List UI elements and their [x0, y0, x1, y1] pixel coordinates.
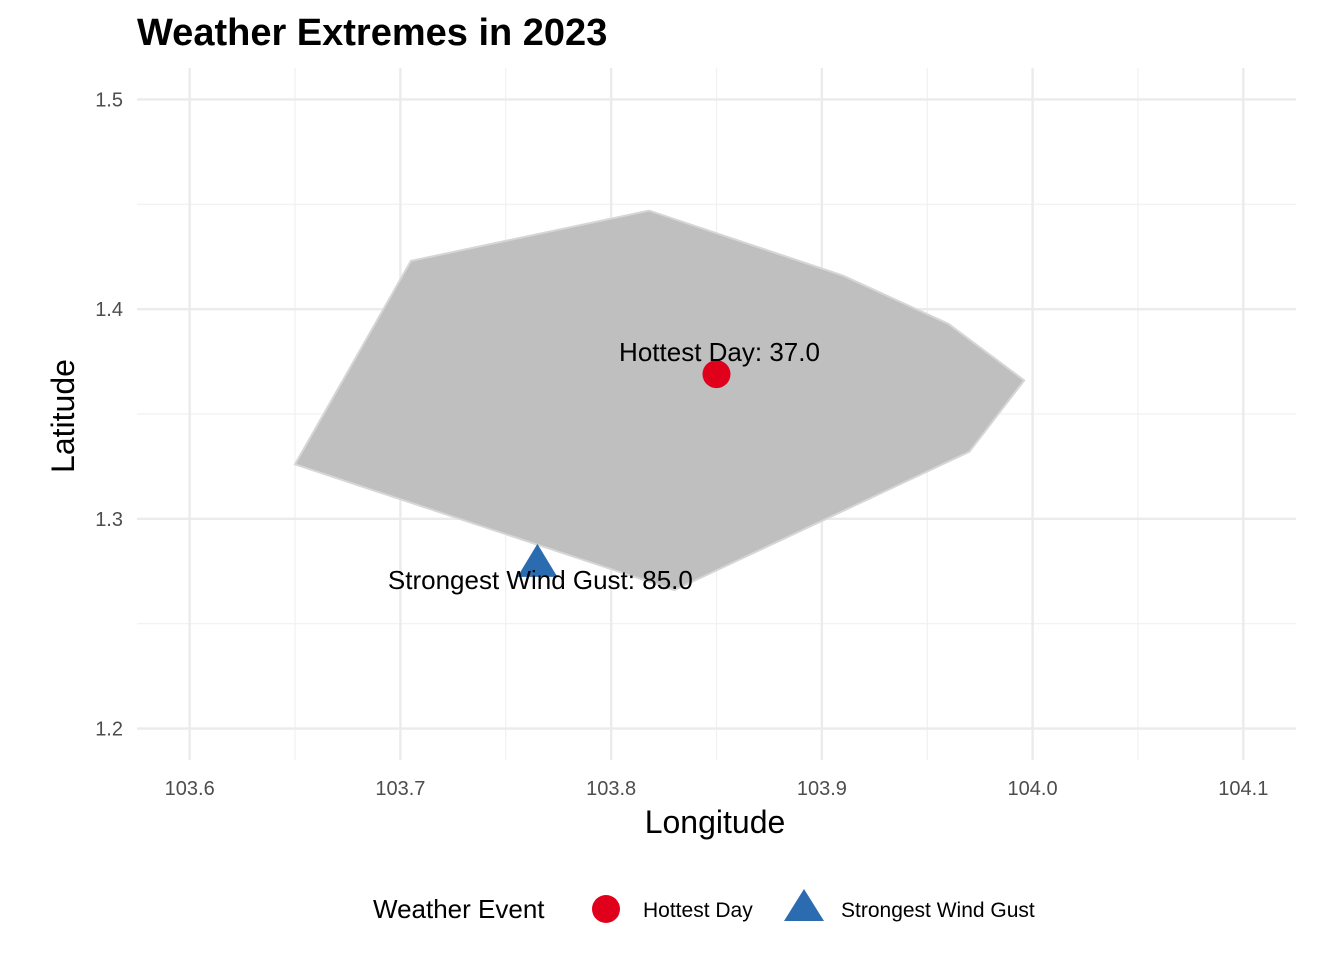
y-axis-title: Latitude — [45, 359, 81, 473]
annotation-strongest-wind-gust: Strongest Wind Gust: 85.0 — [388, 565, 693, 595]
point-hottest-day — [702, 360, 731, 389]
x-tick-label: 103.7 — [375, 778, 425, 800]
legend-label-strongest-wind-gust: Strongest Wind Gust — [841, 899, 1035, 922]
x-axis-tick-labels: 103.6 103.7 103.8 103.9 104.0 104.1 — [165, 778, 1269, 800]
x-axis-title: Longitude — [645, 804, 786, 840]
x-tick-label: 103.6 — [165, 778, 215, 800]
legend: Weather Event Hottest Day Strongest Wind… — [373, 889, 1035, 924]
annotation-hottest-day: Hottest Day: 37.0 — [619, 337, 820, 367]
y-tick-label: 1.5 — [95, 89, 123, 111]
x-tick-label: 104.0 — [1008, 778, 1058, 800]
region-polygon — [293, 209, 1026, 592]
point-strongest-wind-gust — [517, 543, 558, 577]
y-axis-tick-labels: 1.2 1.3 1.4 1.5 — [95, 89, 123, 740]
legend-title: Weather Event — [373, 894, 545, 924]
x-tick-label: 103.8 — [586, 778, 636, 800]
y-tick-label: 1.2 — [95, 719, 123, 741]
x-tick-label: 103.9 — [797, 778, 847, 800]
y-tick-label: 1.3 — [95, 509, 123, 531]
legend-key-hottest-day — [592, 895, 620, 923]
x-tick-label: 104.1 — [1218, 778, 1268, 800]
chart-title: Weather Extremes in 2023 — [137, 12, 607, 54]
y-tick-label: 1.4 — [95, 299, 123, 321]
legend-key-strongest-wind-gust — [784, 889, 824, 921]
data-points — [517, 360, 731, 577]
legend-label-hottest-day: Hottest Day — [643, 899, 753, 922]
data-annotations: Hottest Day: 37.0 Strongest Wind Gust: 85… — [388, 337, 820, 595]
